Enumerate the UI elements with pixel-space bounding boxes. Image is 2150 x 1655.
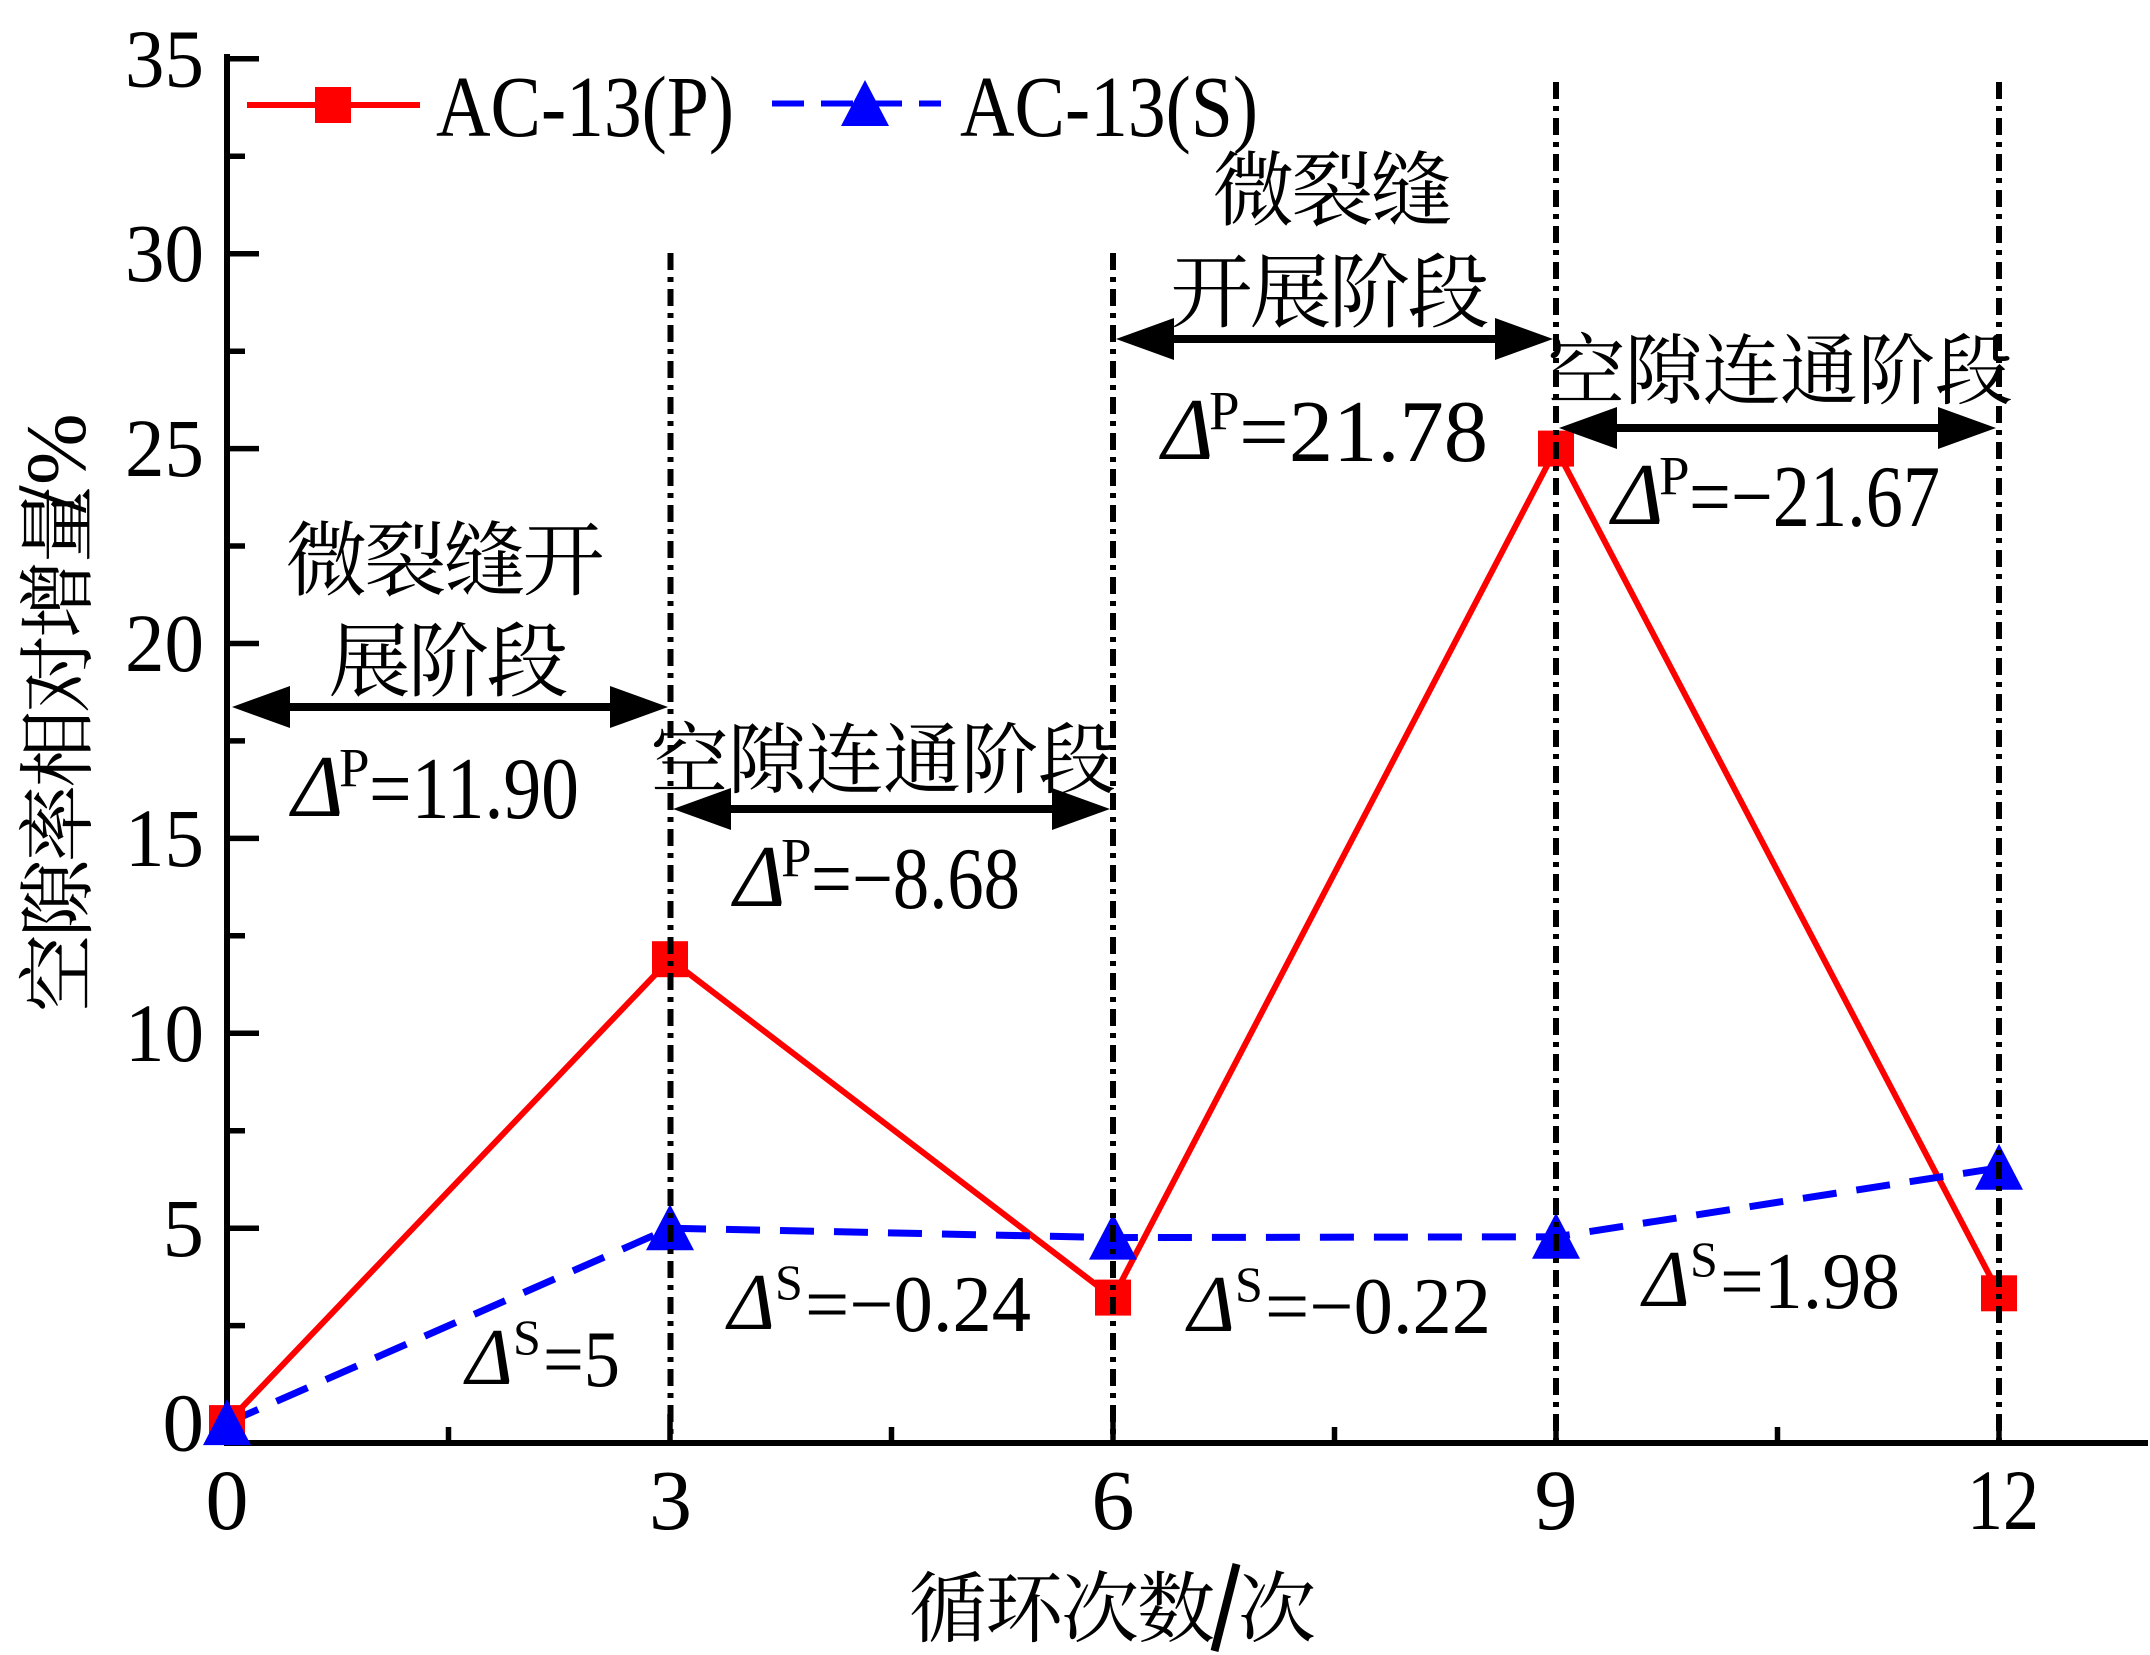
svg-text:Δ: Δ: [1609, 447, 1664, 544]
svg-text:P: P: [1659, 445, 1690, 506]
svg-text:12: 12: [1967, 1452, 2039, 1548]
svg-text:Δ: Δ: [731, 829, 786, 926]
svg-text:Δ: Δ: [289, 739, 344, 836]
svg-text:20: 20: [125, 597, 204, 689]
svg-text:6: 6: [1092, 1452, 1135, 1548]
svg-text:P: P: [339, 737, 370, 798]
svg-text:Δ: Δ: [1640, 1236, 1690, 1324]
svg-text:5: 5: [163, 1182, 205, 1274]
svg-text:S: S: [775, 1254, 803, 1310]
svg-text:=11.90: =11.90: [369, 741, 579, 838]
svg-text:35: 35: [125, 13, 204, 105]
svg-text:P: P: [781, 827, 812, 888]
svg-text:30: 30: [125, 207, 204, 299]
svg-text:=−0.22: =−0.22: [1265, 1263, 1491, 1351]
svg-text:15: 15: [125, 792, 204, 884]
svg-text:=−0.24: =−0.24: [805, 1261, 1031, 1349]
svg-text:Δ: Δ: [1159, 382, 1214, 479]
svg-text:10: 10: [125, 987, 204, 1079]
svg-text:25: 25: [125, 402, 204, 494]
svg-text:S: S: [1235, 1256, 1263, 1312]
svg-text:AC-13(S): AC-13(S): [960, 58, 1258, 155]
svg-text:P: P: [1209, 380, 1240, 441]
svg-text:Δ: Δ: [463, 1314, 513, 1402]
svg-text:AC-13(P): AC-13(P): [436, 58, 734, 155]
svg-text:=5: =5: [543, 1316, 620, 1404]
svg-text:3: 3: [649, 1452, 692, 1548]
svg-text:=21.78: =21.78: [1239, 384, 1488, 481]
svg-text:Δ: Δ: [725, 1259, 775, 1347]
svg-text:=−21.67: =−21.67: [1689, 449, 1940, 546]
svg-text:S: S: [513, 1309, 541, 1365]
svg-text:/: /: [0, 485, 107, 513]
svg-text:=−8.68: =−8.68: [811, 831, 1020, 928]
svg-text:Δ: Δ: [1185, 1261, 1235, 1349]
svg-text:=1.98: =1.98: [1720, 1238, 1900, 1326]
svg-text:9: 9: [1535, 1452, 1578, 1548]
svg-text:S: S: [1690, 1231, 1718, 1287]
svg-text:0: 0: [163, 1377, 205, 1469]
svg-text:0: 0: [206, 1452, 249, 1548]
svg-text:%: %: [8, 413, 104, 485]
